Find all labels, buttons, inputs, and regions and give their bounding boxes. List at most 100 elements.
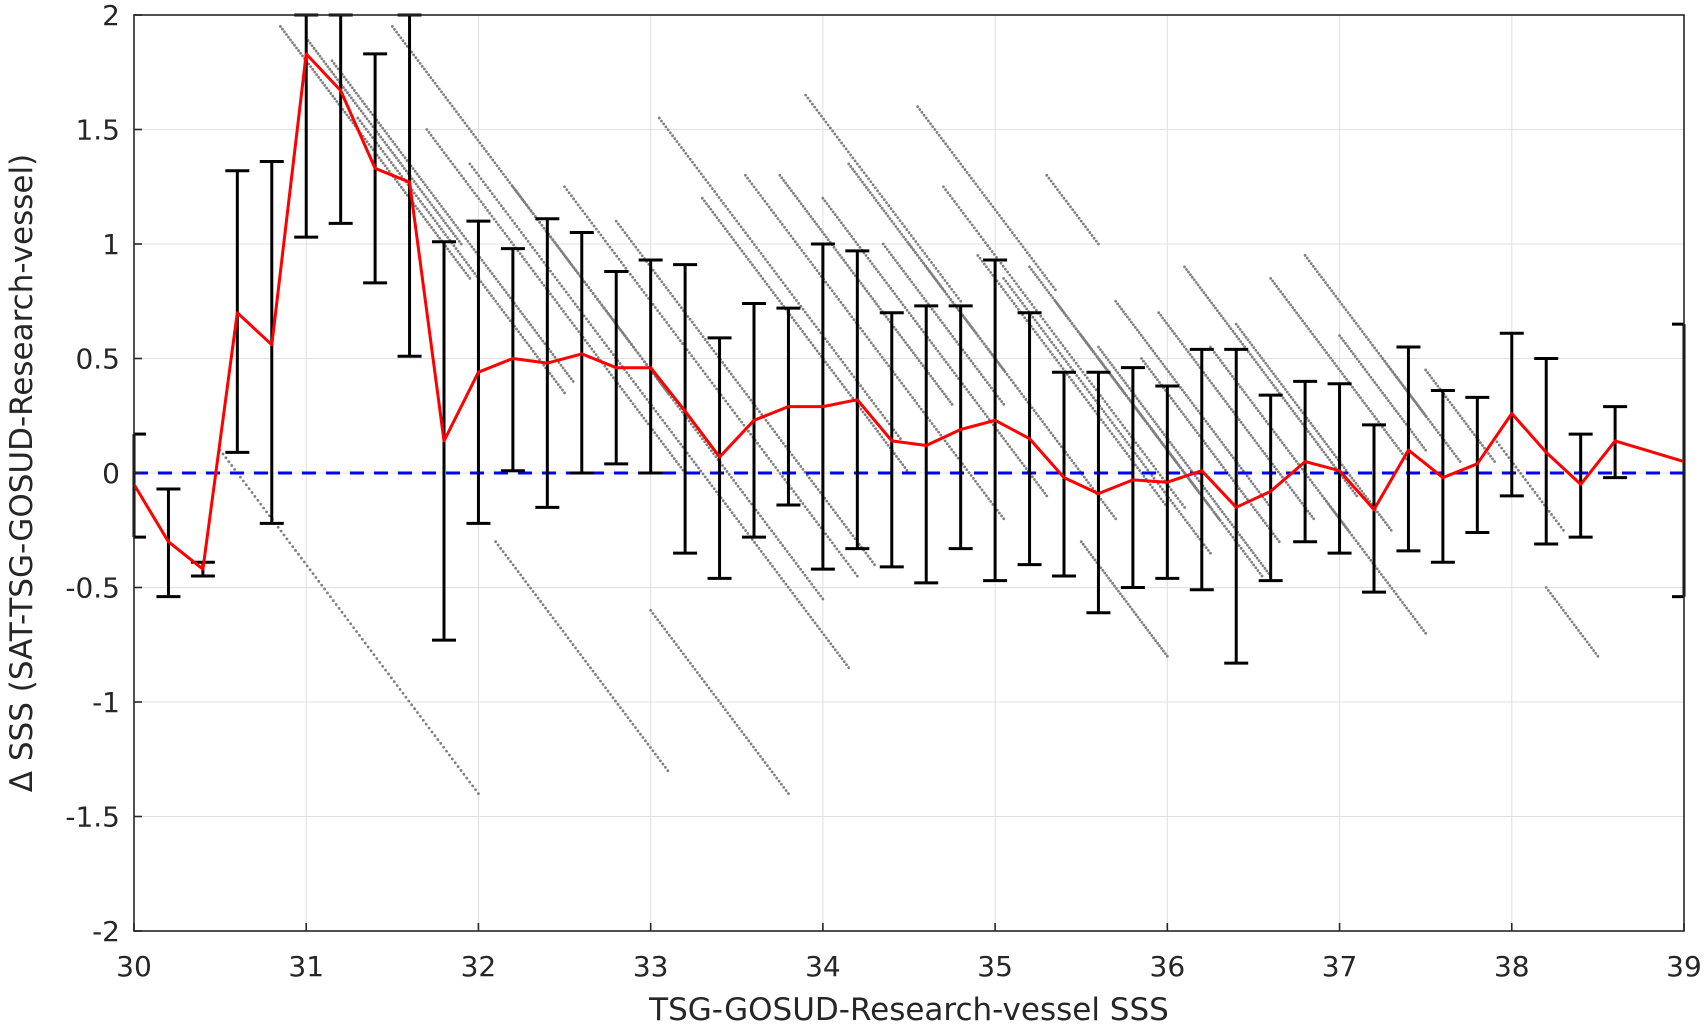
- scatter-point: [403, 42, 407, 45]
- scatter-point: [1587, 643, 1591, 647]
- scatter-point: [579, 206, 582, 210]
- scatter-point: [1247, 546, 1251, 550]
- scatter-point: [878, 192, 882, 196]
- scatter-point: [367, 107, 370, 111]
- scatter-point: [883, 245, 887, 249]
- scatter-point: [849, 565, 852, 569]
- scatter-point: [508, 181, 512, 185]
- scatter-point: [760, 413, 764, 416]
- scatter-point: [694, 428, 698, 432]
- scatter-point: [1502, 449, 1506, 453]
- scatter-point: [642, 416, 646, 420]
- scatter-point: [1404, 422, 1408, 426]
- scatter-point: [1198, 434, 1201, 437]
- scatter-point: [747, 395, 751, 399]
- scatter-point: [624, 712, 627, 716]
- scatter-point: [1579, 631, 1583, 635]
- scatter-point: [1062, 310, 1066, 314]
- scatter-point: [504, 313, 508, 317]
- scatter-point: [1535, 494, 1539, 497]
- scatter-point: [813, 621, 817, 625]
- scatter-point: [268, 514, 271, 518]
- scatter-point: [815, 520, 818, 524]
- scatter-point: [265, 510, 268, 514]
- scatter-point: [1385, 430, 1388, 434]
- scatter-point: [876, 201, 880, 205]
- scatter-point: [1049, 179, 1053, 183]
- scatter-point: [1285, 298, 1289, 301]
- scatter-point: [972, 179, 975, 183]
- x-tick-label: 38: [1494, 950, 1530, 983]
- scatter-point: [1178, 500, 1182, 503]
- scatter-point: [1252, 346, 1256, 350]
- scatter-point: [989, 350, 992, 354]
- scatter-point: [230, 464, 234, 467]
- scatter-point: [1198, 286, 1202, 289]
- scatter-point: [1416, 438, 1420, 442]
- scatter-point: [867, 338, 871, 342]
- scatter-point: [549, 350, 553, 354]
- scatter-point: [759, 514, 762, 518]
- scatter-point: [917, 404, 921, 408]
- scatter-point: [1118, 592, 1122, 596]
- scatter-point: [1173, 332, 1176, 335]
- scatter-point: [1189, 480, 1193, 484]
- scatter-point: [1047, 428, 1051, 432]
- scatter-point: [323, 587, 327, 591]
- scatter-point: [760, 447, 764, 451]
- scatter-point: [1039, 486, 1043, 490]
- scatter-point: [801, 502, 805, 506]
- scatter-point: [1000, 514, 1003, 518]
- scatter-point: [1229, 407, 1233, 411]
- scatter-point: [1135, 408, 1139, 412]
- scatter-point: [832, 349, 836, 352]
- scatter-point: [472, 168, 476, 172]
- scatter-point: [703, 338, 707, 341]
- scatter-point: [514, 566, 518, 570]
- scatter-point: [846, 150, 850, 154]
- scatter-point: [670, 636, 674, 640]
- scatter-point: [549, 292, 552, 296]
- scatter-point: [531, 326, 535, 329]
- scatter-point: [697, 169, 701, 173]
- scatter-point: [842, 556, 846, 560]
- scatter-point: [442, 93, 445, 97]
- scatter-point: [453, 165, 457, 169]
- scatter-point: [1356, 484, 1360, 488]
- scatter-point: [859, 384, 862, 388]
- scatter-point: [656, 274, 659, 278]
- scatter-point: [700, 677, 704, 681]
- scatter-point: [1551, 594, 1555, 598]
- scatter-point: [815, 222, 818, 226]
- scatter-point: [1004, 279, 1008, 283]
- scatter-point: [895, 375, 899, 379]
- scatter-point: [1081, 336, 1085, 340]
- scatter-point: [1361, 365, 1365, 369]
- scatter-point: [439, 227, 443, 231]
- scatter-point: [1217, 505, 1220, 508]
- scatter-point: [1144, 420, 1148, 423]
- scatter-point: [823, 337, 827, 341]
- scatter-point: [1051, 296, 1055, 300]
- scatter-point: [970, 223, 974, 227]
- scatter-point: [564, 290, 568, 294]
- scatter-point: [1268, 378, 1272, 382]
- scatter-point: [750, 182, 754, 186]
- scatter-point: [1188, 523, 1191, 527]
- scatter-point: [1403, 386, 1406, 389]
- scatter-point: [933, 128, 937, 131]
- scatter-point: [1047, 279, 1051, 283]
- scatter-point: [725, 230, 729, 233]
- scatter-point: [1207, 447, 1211, 451]
- scatter-point: [607, 347, 611, 351]
- scatter-point: [819, 114, 823, 118]
- scatter-point: [776, 217, 780, 220]
- scatter-point: [421, 718, 425, 722]
- scatter-point: [1295, 414, 1299, 418]
- scatter-point: [1003, 370, 1007, 374]
- scatter-point: [1152, 476, 1156, 480]
- scatter-point: [763, 280, 767, 283]
- scatter-point: [809, 215, 813, 218]
- scatter-point: [1356, 542, 1360, 545]
- scatter-point: [930, 341, 934, 345]
